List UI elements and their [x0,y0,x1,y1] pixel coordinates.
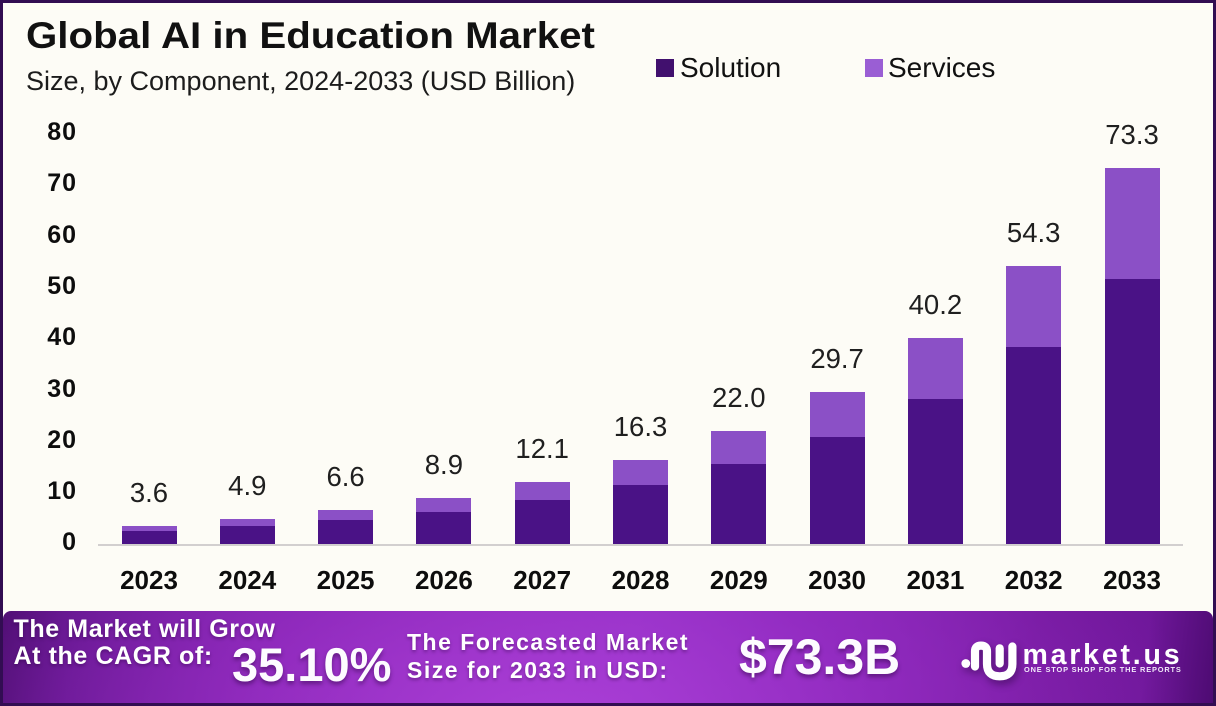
svg-text:market.us: market.us [1022,639,1182,671]
svg-text:ONE STOP SHOP FOR THE REPORTS: ONE STOP SHOP FOR THE REPORTS [1024,665,1182,674]
